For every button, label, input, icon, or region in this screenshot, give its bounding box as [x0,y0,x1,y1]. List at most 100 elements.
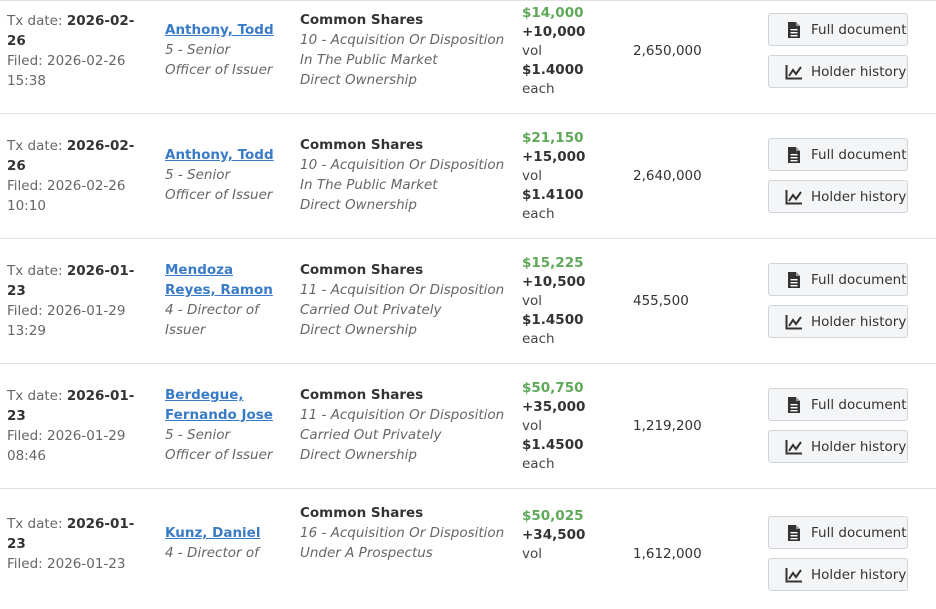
tx-date-value-a: 2026-02- [66,138,135,154]
vol-label: vol [522,418,542,434]
holder-history-label: Holder history [811,188,907,205]
holder-cell: Anthony, Todd 5 - Senior Officer of Issu… [165,20,283,80]
holder-name-link[interactable]: Kunz, Daniel [165,525,261,541]
holder-relation: 5 - Senior [165,167,231,183]
filed-label: Filed: [7,53,43,69]
security-title: Common Shares [300,12,424,28]
full-document-button[interactable]: Full document [768,13,908,46]
tx-type-line-1: 11 - Acquisition Or Disposition [300,407,505,423]
holder-history-button[interactable]: Holder history [768,430,908,463]
full-document-button[interactable]: Full document [768,516,908,549]
tx-type-line-3: Direct Ownership [300,447,417,463]
security-cell: Common Shares 11 - Acquisition Or Dispos… [300,260,505,340]
filed-date: 2026-01-29 [47,303,126,319]
tx-date-value-a: 2026-01- [66,516,135,532]
holder-name-link-line-2[interactable]: Reyes, Ramon [165,282,273,298]
price: $1.4100 [522,187,584,203]
full-document-button[interactable]: Full document [768,263,908,296]
table-row: Tx date: 2026-01- 23 Filed: 2026-01-29 1… [0,239,936,364]
tx-type-line-1: 16 - Acquisition Or Disposition [300,525,505,541]
document-icon [783,21,805,39]
tx-date-label: Tx date: [7,13,63,29]
holder-name-link[interactable]: Anthony, Todd [165,22,274,38]
security-title: Common Shares [300,505,424,521]
holder-cell: Anthony, Todd 5 - Senior Officer of Issu… [165,145,283,205]
document-icon [783,271,805,289]
price: $1.4500 [522,437,584,453]
filed-time: 13:29 [7,323,46,339]
tx-type-line-1: 10 - Acquisition Or Disposition [300,157,505,173]
filed-label: Filed: [7,428,43,444]
tx-type-line-3: Direct Ownership [300,72,417,88]
holder-relation-2: Officer of Issuer [165,447,273,463]
holder-relation-2: Officer of Issuer [165,187,273,203]
tx-type-line-2: Carried Out Privately [300,427,442,443]
line-chart-icon [783,567,805,583]
top-border [0,0,936,1]
amount-cell: $50,750 +35,000 vol $1.4500 each [522,379,622,474]
date-cell: Tx date: 2026-01- 23 Filed: 2026-01-29 0… [7,386,147,466]
line-chart-icon [783,189,805,205]
holder-history-button[interactable]: Holder history [768,558,908,591]
vol-label: vol [522,293,542,309]
each-label: each [522,81,555,97]
total-value: $21,150 [522,130,584,146]
filed-time: 08:46 [7,448,46,464]
tx-type-line-1: 10 - Acquisition Or Disposition [300,32,505,48]
filed-date: 2026-01-23 [47,556,126,572]
table-row: Tx date: 2026-01- 23 Filed: 2026-01-29 0… [0,364,936,489]
tx-date-value-b: 26 [7,33,26,49]
document-icon [783,146,805,164]
holdings-value: 1,612,000 [633,546,702,562]
holder-history-label: Holder history [811,313,907,330]
holdings-value: 1,219,200 [633,418,702,434]
holder-cell: Berdegue, Fernando Jose 5 - Senior Offic… [165,385,283,465]
full-document-label: Full document [811,524,907,541]
filed-time: 10:10 [7,198,46,214]
full-document-button[interactable]: Full document [768,388,908,421]
holder-name-link[interactable]: Berdegue, [165,387,244,403]
holder-history-button[interactable]: Holder history [768,180,908,213]
holder-relation-2: Issuer [165,322,206,338]
holder-name-link-line-2[interactable]: Fernando Jose [165,407,273,423]
holder-relation: 4 - Director of [165,302,259,318]
holder-history-button[interactable]: Holder history [768,55,908,88]
full-document-label: Full document [811,396,907,413]
table-row: Tx date: 2026-02- 26 Filed: 2026-02-26 1… [0,114,936,239]
full-document-label: Full document [811,271,907,288]
volume: +15,000 [522,149,586,165]
table-row: Tx date: 2026-02- 26 Filed: 2026-02-26 1… [0,0,936,114]
amount-cell: $50,025 +34,500 vol [522,507,622,564]
vol-label: vol [522,168,542,184]
price: $1.4500 [522,312,584,328]
security-cell: Common Shares 10 - Acquisition Or Dispos… [300,10,505,90]
filed-date: 2026-02-26 [47,178,126,194]
holdings-value: 2,640,000 [633,168,702,184]
line-chart-icon [783,64,805,80]
holder-cell: Mendoza Reyes, Ramon 4 - Director of Iss… [165,260,283,340]
line-chart-icon [783,314,805,330]
holder-relation-2: Officer of Issuer [165,62,273,78]
tx-date-value-b: 23 [7,536,26,552]
security-cell: Common Shares 10 - Acquisition Or Dispos… [300,135,505,215]
security-title: Common Shares [300,262,424,278]
total-value: $50,750 [522,380,584,396]
document-icon [783,524,805,542]
tx-type-line-3: Direct Ownership [300,322,417,338]
tx-type-line-2: Under A Prospectus [300,545,433,561]
date-cell: Tx date: 2026-01- 23 Filed: 2026-01-23 [7,514,147,574]
security-title: Common Shares [300,387,424,403]
amount-cell: $15,225 +10,500 vol $1.4500 each [522,254,622,349]
tx-date-label: Tx date: [7,516,63,532]
full-document-button[interactable]: Full document [768,138,908,171]
tx-date-value-a: 2026-01- [66,388,135,404]
price: $1.4000 [522,62,584,78]
holder-name-link[interactable]: Mendoza [165,262,234,278]
each-label: each [522,331,555,347]
holdings-value: 2,650,000 [633,43,702,59]
holder-name-link[interactable]: Anthony, Todd [165,147,274,163]
holder-history-button[interactable]: Holder history [768,305,908,338]
full-document-label: Full document [811,146,907,163]
volume: +35,000 [522,399,586,415]
total-value: $50,025 [522,508,584,524]
